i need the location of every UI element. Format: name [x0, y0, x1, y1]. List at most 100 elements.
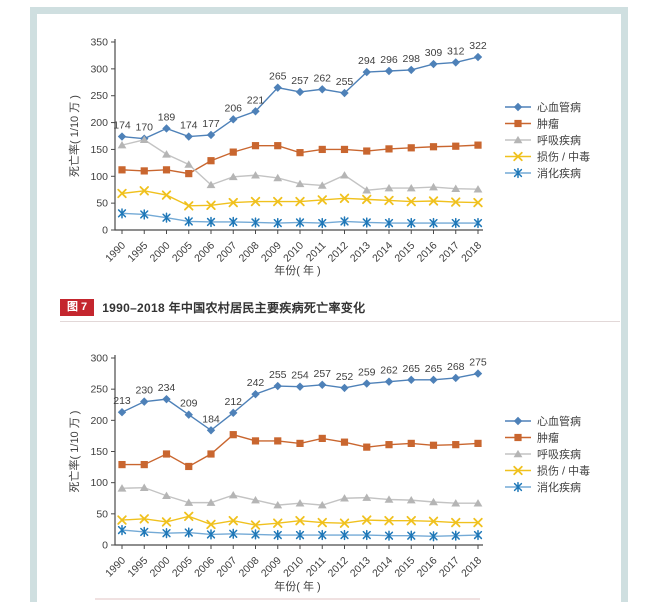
- x-tick-label: 2015: [392, 240, 417, 265]
- data-label: 255: [336, 76, 354, 88]
- data-label: 254: [291, 370, 309, 382]
- data-label: 234: [158, 382, 176, 394]
- x-tick-label: 2018: [459, 555, 484, 580]
- x-tick-label: 2005: [170, 555, 195, 580]
- data-label: 252: [336, 371, 354, 383]
- x-tick-label: 2013: [348, 555, 373, 580]
- x-axis-title: 年份( 年 ): [274, 263, 320, 277]
- data-label: 177: [202, 118, 220, 130]
- x-tick-label: 2007: [214, 240, 239, 265]
- y-tick-label: 250: [90, 384, 108, 396]
- figure-caption: 图 7 1990–2018 年中国农村居民主要疾病死亡率变化: [60, 299, 620, 322]
- y-tick-label: 300: [90, 353, 108, 365]
- legend-item: 消化疾病: [505, 480, 581, 494]
- y-tick-label: 50: [96, 508, 108, 520]
- x-tick-label: 2007: [214, 555, 239, 580]
- x-tick-label: 2016: [415, 555, 440, 580]
- series-square: [118, 141, 482, 178]
- series-square: [118, 431, 482, 471]
- data-label: 213: [113, 395, 131, 407]
- series-asterisk: [117, 208, 483, 229]
- x-tick-label: 2009: [259, 555, 284, 580]
- y-tick-label: 50: [96, 198, 108, 210]
- x-tick-label: 2018: [459, 240, 484, 265]
- legend-item: 损伤 / 中毒: [505, 149, 590, 163]
- x-tick-label: 2008: [237, 240, 262, 265]
- legend-label: 肿瘤: [537, 430, 559, 444]
- next-section-edge: [95, 598, 480, 600]
- figure-badge: 图 7: [60, 299, 95, 316]
- data-label: 298: [402, 53, 420, 65]
- data-label: 230: [135, 385, 153, 397]
- legend-item: 肿瘤: [505, 430, 559, 444]
- legend-item: 损伤 / 中毒: [505, 463, 590, 477]
- data-label: 174: [180, 120, 198, 132]
- chart-rural-mortality: 0501001502002503001990199520002005200620…: [67, 353, 590, 594]
- data-label: 259: [358, 367, 376, 379]
- data-label: 268: [447, 361, 465, 373]
- data-label: 322: [469, 40, 487, 52]
- legend-item: 呼吸疾病: [505, 447, 581, 461]
- y-tick-label: 100: [90, 477, 108, 489]
- y-tick-label: 350: [90, 37, 108, 49]
- x-tick-label: 2010: [281, 240, 306, 265]
- x-tick-label: 1990: [103, 240, 128, 265]
- x-tick-label: 2012: [326, 555, 351, 580]
- axes: 0501001502002503001990199520002005200620…: [67, 353, 484, 594]
- legend-item: 消化疾病: [505, 166, 581, 180]
- legend-item: 心血管病: [505, 414, 581, 428]
- data-label: 212: [224, 396, 242, 408]
- x-axis-title: 年份( 年 ): [274, 579, 320, 593]
- frame-border-top: [30, 7, 628, 14]
- x-tick-label: 2009: [259, 240, 284, 265]
- legend-label: 消化疾病: [537, 480, 581, 494]
- data-label: 209: [180, 398, 198, 410]
- frame-border-right: [621, 7, 628, 602]
- series-diamond: 174 170 189 174 177 206 221 265 257 262 255 294 296 2…: [113, 40, 487, 143]
- y-tick-label: 200: [90, 117, 108, 129]
- y-tick-label: 150: [90, 446, 108, 458]
- legend-item: 心血管病: [505, 100, 581, 114]
- x-tick-label: 1995: [125, 555, 150, 580]
- data-label: 184: [202, 413, 220, 425]
- x-tick-label: 2000: [148, 555, 173, 580]
- frame-border-left: [30, 7, 37, 602]
- y-tick-label: 300: [90, 63, 108, 75]
- data-label: 265: [269, 71, 287, 83]
- y-tick-label: 200: [90, 415, 108, 427]
- data-label: 174: [113, 120, 131, 132]
- y-tick-label: 100: [90, 171, 108, 183]
- data-label: 255: [269, 369, 287, 381]
- legend-label: 心血管病: [537, 100, 581, 114]
- x-tick-label: 2012: [326, 240, 351, 265]
- legend-item: 肿瘤: [505, 116, 559, 130]
- series-x: [117, 511, 483, 530]
- x-tick-label: 2014: [370, 240, 395, 265]
- x-tick-label: 2006: [192, 555, 217, 580]
- data-label: 170: [135, 122, 153, 134]
- series-diamond: 213 230 234 209 184 212 242 255 254 257 252 259 262 2…: [113, 357, 487, 435]
- data-label: 221: [247, 94, 265, 106]
- x-tick-label: 2010: [281, 555, 306, 580]
- series-asterisk: [117, 524, 483, 542]
- x-tick-label: 2011: [304, 240, 329, 265]
- data-label: 206: [224, 102, 242, 114]
- data-label: 296: [380, 54, 398, 66]
- data-label: 262: [380, 365, 398, 377]
- x-tick-label: 1995: [125, 240, 150, 265]
- data-label: 242: [247, 377, 265, 389]
- data-label: 189: [158, 111, 176, 123]
- x-tick-label: 2015: [392, 555, 417, 580]
- x-tick-label: 2013: [348, 240, 373, 265]
- x-tick-label: 2008: [237, 555, 262, 580]
- legend-label: 损伤 / 中毒: [537, 463, 590, 477]
- y-tick-label: 250: [90, 90, 108, 102]
- figure-caption-text: 1990–2018 年中国农村居民主要疾病死亡率变化: [102, 301, 366, 315]
- legend-label: 呼吸疾病: [537, 133, 581, 147]
- y-axis-title: 死亡率( 1/10 万 ): [67, 411, 81, 493]
- x-tick-label: 2014: [370, 555, 395, 580]
- data-label: 312: [447, 45, 465, 57]
